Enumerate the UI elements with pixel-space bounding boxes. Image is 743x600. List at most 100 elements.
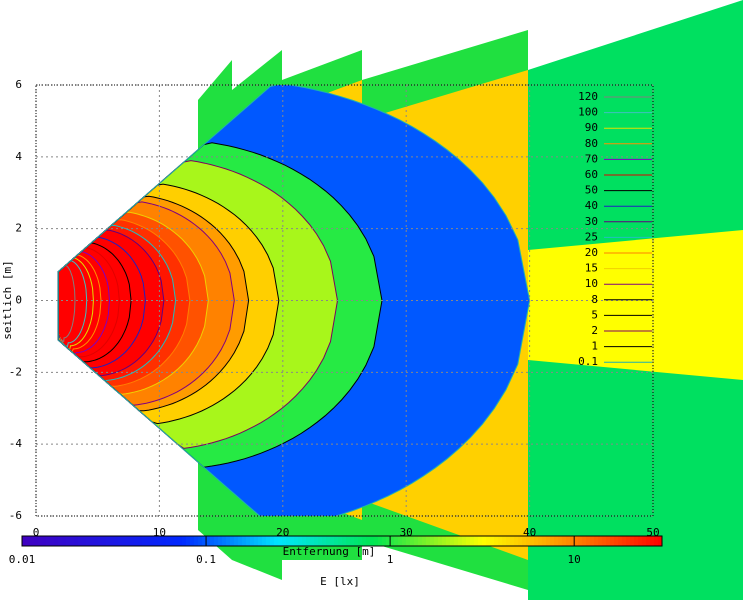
colorbar-cell — [654, 536, 659, 546]
colorbar-cell — [26, 536, 31, 546]
contour-lines — [57, 85, 531, 516]
colorbar-tick-label: 0.01 — [9, 553, 36, 566]
contour-fill — [58, 265, 75, 342]
colorbar-cell — [246, 536, 251, 546]
colorbar-cell — [410, 536, 415, 546]
colorbar-cell — [274, 536, 279, 546]
colorbar-cell — [642, 536, 647, 546]
y-tick-label: -6 — [9, 509, 22, 522]
colorbar-cell — [114, 536, 119, 546]
colorbar-cell — [382, 536, 387, 546]
colorbar-cell — [546, 536, 551, 546]
legend-label: 1 — [591, 340, 598, 353]
legend-label: 120 — [578, 90, 598, 103]
colorbar-cell — [446, 536, 451, 546]
colorbar-cell — [390, 536, 395, 546]
colorbar-cell — [150, 536, 155, 546]
colorbar-cell — [426, 536, 431, 546]
legend-label: 5 — [591, 308, 598, 321]
colorbar-cell — [322, 536, 327, 546]
contour-fills — [58, 85, 530, 516]
colorbar-cell — [178, 536, 183, 546]
colorbar-cell — [230, 536, 235, 546]
legend-label: 90 — [585, 121, 598, 134]
colorbar-cell — [570, 536, 575, 546]
contour-line — [57, 85, 531, 516]
legend-label: 10 — [585, 277, 598, 290]
colorbar-cell — [146, 536, 151, 546]
colorbar-cell — [434, 536, 439, 546]
colorbar-cell — [50, 536, 55, 546]
colorbar-cell — [394, 536, 399, 546]
colorbar-cell — [502, 536, 507, 546]
colorbar-cell — [646, 536, 651, 546]
colorbar-cell — [226, 536, 231, 546]
colorbar-cell — [170, 536, 175, 546]
colorbar-cell — [302, 536, 307, 546]
colorbar-cell — [242, 536, 247, 546]
colorbar-cell — [66, 536, 71, 546]
colorbar-cell — [166, 536, 171, 546]
y-axis-label: seitlich [m] — [1, 260, 14, 339]
colorbar-cell — [162, 536, 167, 546]
colorbar-tick-label: 0.1 — [196, 553, 216, 566]
colorbar-cell — [118, 536, 123, 546]
colorbar-cell — [310, 536, 315, 546]
colorbar-cell — [234, 536, 239, 546]
colorbar-cell — [598, 536, 603, 546]
colorbar-cell — [590, 536, 595, 546]
colorbar-cell — [294, 536, 299, 546]
colorbar-cell — [626, 536, 631, 546]
colorbar-cell — [154, 536, 159, 546]
colorbar-cell — [134, 536, 139, 546]
colorbar-cell — [614, 536, 619, 546]
y-tick-label: -2 — [9, 365, 22, 378]
colorbar-cell — [138, 536, 143, 546]
x-axis-label: Entfernung [m] — [283, 545, 376, 558]
colorbar-cell — [490, 536, 495, 546]
colorbar-cell — [618, 536, 623, 546]
colorbar-cell — [74, 536, 79, 546]
colorbar-cell — [606, 536, 611, 546]
colorbar-cell — [514, 536, 519, 546]
colorbar-cell — [298, 536, 303, 546]
colorbar-cell — [378, 536, 383, 546]
colorbar-cell — [78, 536, 83, 546]
colorbar-tick-label: 1 — [387, 553, 394, 566]
colorbar-cell — [130, 536, 135, 546]
colorbar-cell — [206, 536, 211, 546]
x-tick-label: 0 — [33, 526, 40, 539]
legend-label: 2 — [591, 324, 598, 337]
colorbar-cell — [126, 536, 131, 546]
colorbar-cell — [398, 536, 403, 546]
colorbar-cell — [550, 536, 555, 546]
colorbar-cell — [638, 536, 643, 546]
colorbar-cell — [518, 536, 523, 546]
colorbar-cell — [58, 536, 63, 546]
colorbar-cell — [526, 536, 531, 546]
colorbar-cell — [554, 536, 559, 546]
colorbar-cell — [650, 536, 655, 546]
colorbar-cell — [210, 536, 215, 546]
colorbar-cell — [510, 536, 515, 546]
colorbar-cell — [90, 536, 95, 546]
colorbar-cell — [258, 536, 263, 546]
colorbar-cell — [290, 536, 295, 546]
colorbar-cell — [498, 536, 503, 546]
colorbar-cell — [270, 536, 275, 546]
colorbar-cell — [38, 536, 43, 546]
colorbar-cell — [358, 536, 363, 546]
colorbar-cell — [418, 536, 423, 546]
colorbar-cell — [86, 536, 91, 546]
colorbar-cell — [34, 536, 39, 546]
colorbar-cell — [454, 536, 459, 546]
colorbar-cell — [658, 536, 663, 546]
legend-label: 0.1 — [578, 355, 598, 368]
colorbar-cell — [190, 536, 195, 546]
colorbar-cell — [222, 536, 227, 546]
colorbar-cell — [494, 536, 499, 546]
colorbar-cell — [366, 536, 371, 546]
y-tick-label: 6 — [15, 78, 22, 91]
colorbar-cell — [330, 536, 335, 546]
